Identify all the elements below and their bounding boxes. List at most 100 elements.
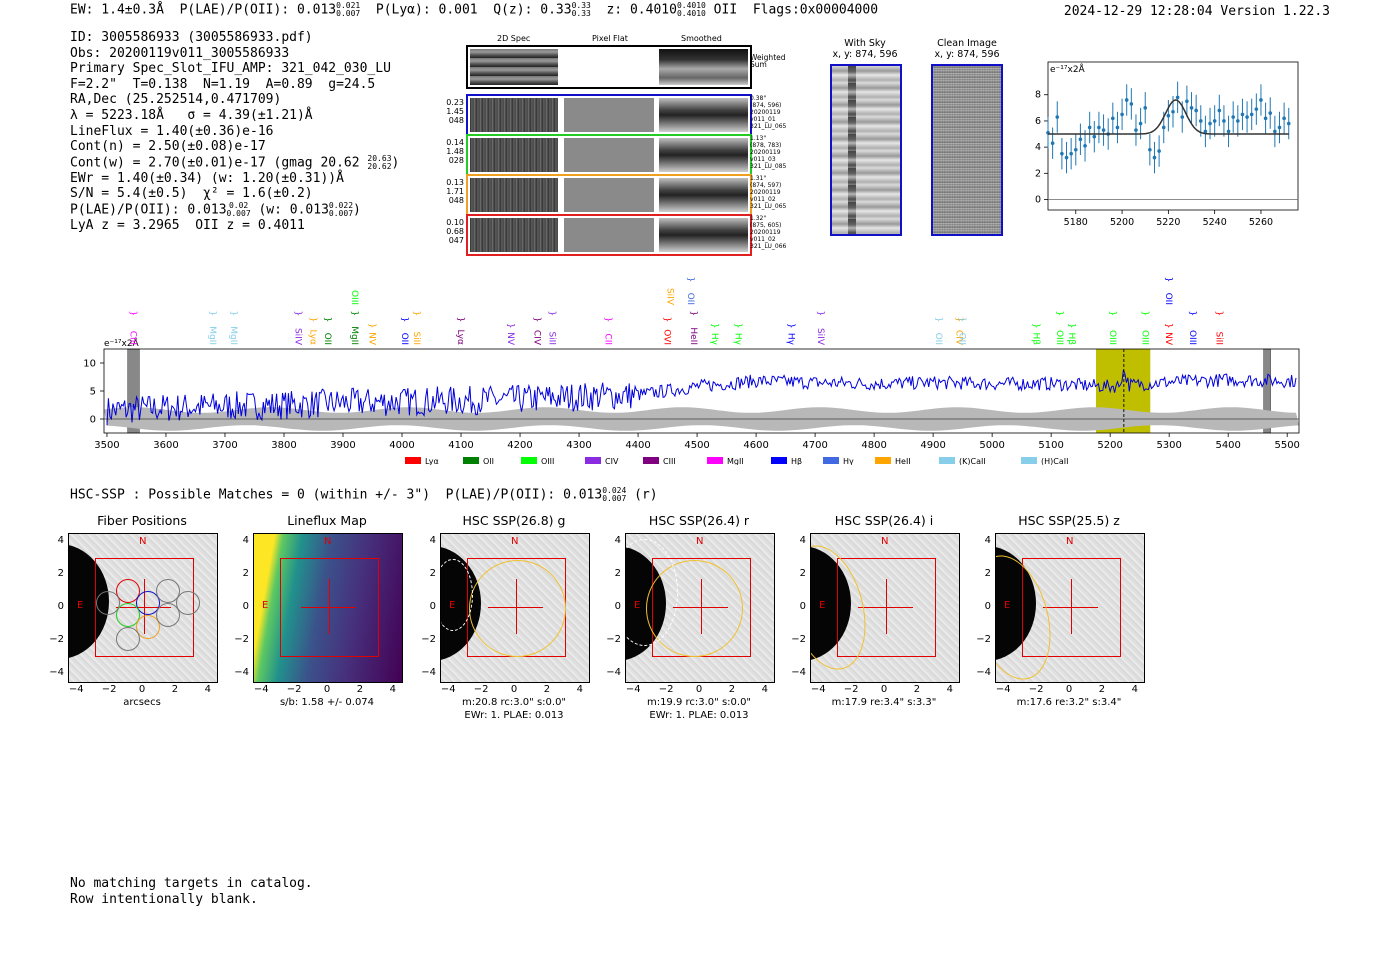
weighted-sum-label: Weighted Sum bbox=[750, 53, 786, 69]
with-sky-title: With Sky x, y: 874, 596 bbox=[820, 38, 910, 60]
spectrum-legend-label: HeII bbox=[895, 457, 911, 465]
hsc-xaxis: −4 −2 0 2 4 bbox=[810, 684, 958, 696]
header-plae-hi: 0.021 bbox=[336, 1, 361, 10]
spectrum-line-label-brace: } bbox=[732, 323, 742, 329]
spectrum-line-label-text: Lyα bbox=[455, 330, 465, 346]
spectrum-xtick-label: 3800 bbox=[271, 440, 296, 451]
spectrum-xtick-label: 4200 bbox=[507, 440, 532, 451]
spectrum-line-label: MgII} bbox=[207, 310, 217, 345]
spectrum-line-label: OIII} bbox=[349, 275, 359, 305]
hsc-north-label: N bbox=[511, 536, 519, 547]
header-flags: Flags:0x00004000 bbox=[752, 2, 879, 18]
line-fit-ytick-label: 4 bbox=[1035, 142, 1041, 153]
line-fit-xtick-label: 5220 bbox=[1156, 217, 1180, 228]
clean-image-title: Clean Image x, y: 874, 596 bbox=[922, 38, 1012, 60]
cutout-row-frame bbox=[466, 174, 752, 216]
info-ewr: EWr = 1.40(±0.34) (w: 1.20(±0.31))Å bbox=[70, 170, 344, 186]
spectrum-line-label-brace: } bbox=[547, 310, 557, 316]
line-fit-point bbox=[1185, 99, 1189, 104]
spectrum-line-label: HeII} bbox=[688, 310, 698, 345]
spectrum-legend-label: Hβ bbox=[791, 457, 802, 465]
hsc-aperture-box bbox=[837, 558, 936, 657]
hsc-fiber-circle-grey bbox=[156, 603, 180, 627]
hsc-panel-title: HSC SSP(25.5) z bbox=[1018, 513, 1120, 528]
spectrum-line-label-text: Lyα bbox=[308, 330, 318, 346]
hsc-ytick-label: −2 bbox=[976, 633, 991, 645]
spectrum-xtick-label: 5000 bbox=[979, 440, 1004, 451]
line-fit-point bbox=[1226, 129, 1231, 134]
header-ew: EW: 1.4±0.3Å bbox=[70, 2, 164, 18]
spectrum-line-label-text: OII bbox=[685, 293, 695, 305]
hsc-ytick-label: 4 bbox=[57, 535, 64, 547]
info-radec: RA,Dec (25.252514,0.471709) bbox=[70, 92, 282, 108]
hsc-xaxis: −4 −2 0 2 4 bbox=[440, 684, 588, 696]
line-fit-xtick-label: 5260 bbox=[1249, 217, 1273, 228]
spectrum-plot: 3500 3600 3700 3800 3900 4000 4100 4200 4300 4400… bbox=[83, 275, 1300, 465]
spectrum-line-label-text: SiIV bbox=[293, 328, 303, 346]
spectrum-legend-label: Lyα bbox=[425, 457, 439, 465]
hsc-crosshair-h bbox=[1043, 607, 1098, 608]
spectrum-line-label-text: Hγ bbox=[786, 333, 796, 346]
info-params: F=2.2" T=0.138 N=1.19 A=0.89 g=24.5 bbox=[70, 76, 376, 92]
hsc-xtick-label: 0 bbox=[510, 684, 518, 695]
line-fit-point bbox=[1259, 98, 1263, 102]
hsc-heading-text: HSC-SSP : Possible Matches = 0 (within +… bbox=[70, 487, 603, 503]
spectrum-line-label-brace: } bbox=[1140, 310, 1150, 316]
info-lambda: λ = 5223.18Å σ = 4.39(±1.21)Å bbox=[70, 107, 313, 123]
line-fit-point bbox=[1097, 125, 1101, 130]
spectrum-line-label-brace: } bbox=[349, 310, 359, 316]
spectrum-line-label-brace: } bbox=[709, 323, 719, 329]
spectrum-line-label-brace: } bbox=[293, 310, 303, 316]
spectrum-legend-swatch bbox=[707, 457, 723, 464]
line-fit-point bbox=[1217, 108, 1222, 113]
spectrum-xtick-label: 5400 bbox=[1215, 440, 1240, 451]
spectrum-xtick-label: 3700 bbox=[212, 440, 237, 451]
line-fit-point bbox=[1286, 121, 1291, 126]
cutout-2dspec bbox=[470, 138, 558, 172]
footer-note: No matching targets in catalog. Row inte… bbox=[70, 876, 313, 907]
cutout-stat: 048 bbox=[448, 196, 464, 205]
spectrum-xtick-label: 4700 bbox=[802, 440, 827, 451]
header-qz-lo: 0.33 bbox=[571, 9, 591, 18]
header-timestamp-block: 2024-12-29 12:28:04 Version 1.22.3 bbox=[1064, 4, 1330, 19]
hsc-east-label: E bbox=[449, 600, 456, 611]
info-plae-lo: 0.007 bbox=[226, 209, 251, 219]
cutout-info-line: (875, 605) bbox=[750, 222, 782, 229]
spectrum-legend-label: CIII bbox=[663, 457, 676, 465]
header-z: z: 0.4010 bbox=[606, 2, 677, 18]
line-fit-point bbox=[1101, 128, 1106, 132]
spectrum-legend-swatch bbox=[585, 457, 601, 464]
hsc-ytick-label: −4 bbox=[49, 666, 64, 678]
spectrum-legend-label: CIV bbox=[605, 457, 619, 465]
hsc-ytick-label: 0 bbox=[57, 601, 64, 612]
hsc-heading-band: (r) bbox=[634, 487, 658, 503]
spectrum-legend-swatch bbox=[771, 457, 787, 464]
hsc-fiber-circle-grey bbox=[156, 579, 180, 603]
hsc-yaxis: 4 2 0 −2 −4 bbox=[603, 533, 623, 681]
spectrum-legend-swatch bbox=[521, 457, 537, 464]
hsc-crosshair-v bbox=[886, 579, 887, 634]
spectrum-line-label-text: CII bbox=[603, 333, 613, 345]
info-obs: Obs: 20200119v011_3005586933 bbox=[70, 45, 290, 61]
hsc-xtick-label: 4 bbox=[204, 684, 211, 695]
line-fit-point bbox=[1254, 107, 1259, 111]
line-fit-point bbox=[1203, 129, 1208, 134]
spectrum-line-label-text: OII bbox=[399, 333, 409, 345]
hsc-ytick-label: 4 bbox=[799, 535, 806, 547]
hsc-ytick-label: −2 bbox=[606, 633, 621, 645]
hsc-north-label: N bbox=[696, 536, 704, 547]
spectrum-line-label-brace: } bbox=[1054, 310, 1064, 316]
spectrum-xtick-label: 4900 bbox=[920, 440, 945, 451]
line-fit-point bbox=[1129, 102, 1134, 106]
hsc-panel-title: Lineflux Map bbox=[287, 513, 367, 528]
spectrum-line-label: SiIV} bbox=[815, 310, 825, 345]
spectrum-line-label-text: CIII bbox=[128, 331, 138, 345]
spectrum-line-label-brace: } bbox=[1030, 323, 1040, 329]
line-fit-point bbox=[1222, 119, 1226, 123]
spectrum-line-label-text: HeII bbox=[688, 327, 698, 345]
hsc-xtick-label: −2 bbox=[843, 684, 859, 695]
hsc-ytick-label: −4 bbox=[421, 666, 436, 678]
header-timestamp: 2024-12-29 12:28:04 bbox=[1063, 4, 1213, 19]
hsc-ytick-label: 2 bbox=[614, 568, 621, 580]
spectrum-legend-swatch bbox=[643, 457, 659, 464]
